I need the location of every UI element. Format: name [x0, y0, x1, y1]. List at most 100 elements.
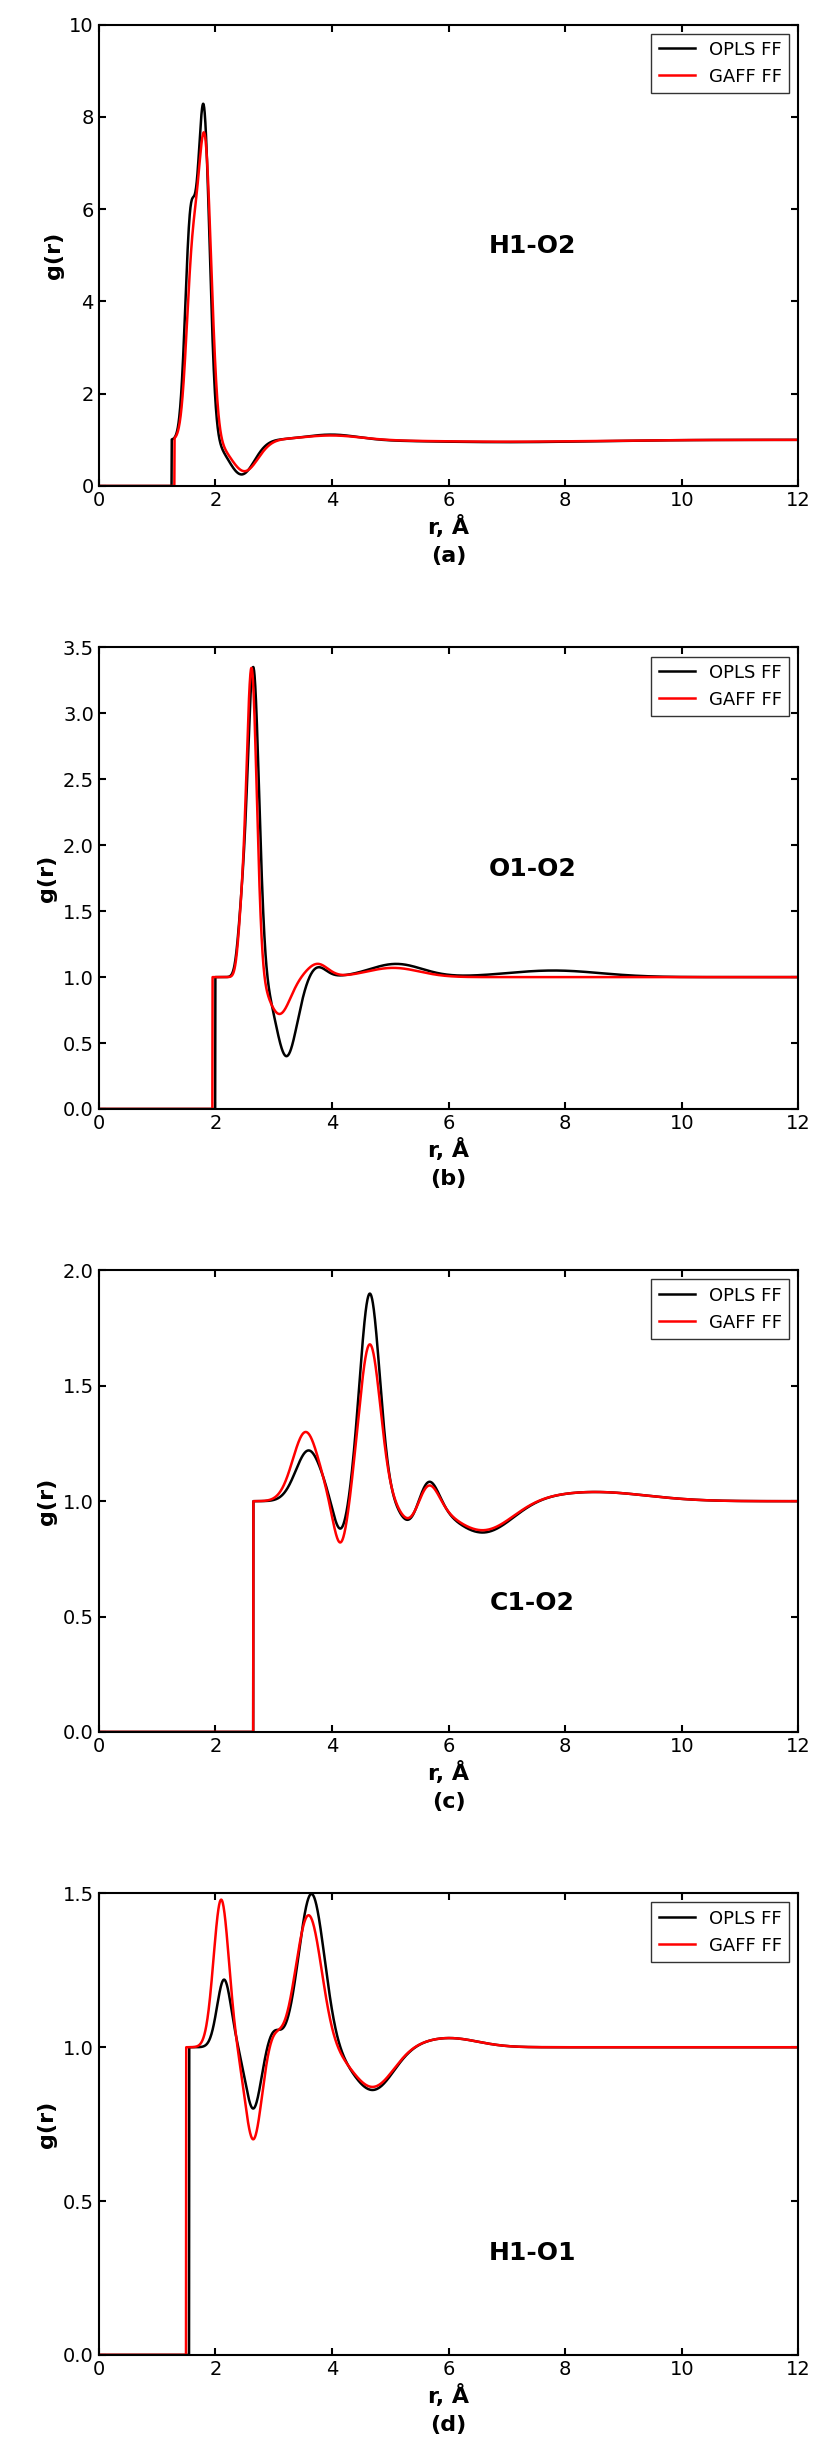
OPLS FF: [362, 1288, 372, 1317]
OPLS FF: [704, 962, 714, 991]
OPLS FF: [793, 424, 803, 454]
GAFF FF: [94, 471, 104, 500]
GAFF FF: [780, 424, 790, 454]
OPLS FF: [174, 407, 184, 437]
Y-axis label: g(r): g(r): [37, 2100, 58, 2149]
GAFF FF: [247, 652, 257, 682]
Text: (b): (b): [430, 1170, 467, 1190]
Legend: OPLS FF, GAFF FF: OPLS FF, GAFF FF: [651, 657, 789, 716]
GAFF FF: [215, 962, 225, 991]
Line: GAFF FF: GAFF FF: [99, 1899, 798, 2355]
OPLS FF: [780, 1487, 790, 1516]
OPLS FF: [249, 652, 258, 682]
OPLS FF: [393, 427, 402, 456]
Text: (d): (d): [430, 2414, 467, 2436]
OPLS FF: [365, 1278, 374, 1307]
Line: GAFF FF: GAFF FF: [99, 1344, 798, 1732]
OPLS FF: [393, 949, 402, 979]
GAFF FF: [199, 118, 209, 147]
OPLS FF: [704, 1487, 714, 1516]
OPLS FF: [216, 429, 226, 459]
GAFF FF: [704, 2034, 714, 2063]
GAFF FF: [780, 1487, 790, 1516]
OPLS FF: [94, 1094, 104, 1123]
OPLS FF: [215, 1975, 225, 2004]
OPLS FF: [780, 424, 790, 454]
OPLS FF: [94, 471, 104, 500]
OPLS FF: [215, 1717, 225, 1747]
OPLS FF: [174, 1094, 184, 1123]
Text: H1-O2: H1-O2: [489, 233, 576, 258]
OPLS FF: [780, 2034, 790, 2063]
Text: O1-O2: O1-O2: [489, 856, 576, 881]
Legend: OPLS FF, GAFF FF: OPLS FF, GAFF FF: [651, 1904, 789, 1962]
GAFF FF: [393, 2051, 402, 2080]
Line: GAFF FF: GAFF FF: [99, 132, 798, 486]
Text: (a): (a): [431, 547, 466, 567]
GAFF FF: [174, 415, 184, 444]
OPLS FF: [362, 954, 372, 984]
GAFF FF: [362, 957, 372, 986]
Legend: OPLS FF, GAFF FF: OPLS FF, GAFF FF: [651, 34, 789, 93]
OPLS FF: [215, 962, 225, 991]
GAFF FF: [215, 1886, 225, 1916]
Y-axis label: g(r): g(r): [37, 1477, 58, 1526]
OPLS FF: [793, 2034, 803, 2063]
OPLS FF: [793, 1487, 803, 1516]
Line: OPLS FF: OPLS FF: [99, 1894, 798, 2355]
Line: OPLS FF: OPLS FF: [99, 1293, 798, 1732]
GAFF FF: [393, 1491, 402, 1521]
OPLS FF: [174, 2340, 184, 2370]
GAFF FF: [780, 962, 790, 991]
GAFF FF: [793, 962, 803, 991]
Text: (c): (c): [432, 1791, 465, 1813]
X-axis label: r, Å: r, Å: [428, 1138, 469, 1160]
OPLS FF: [362, 2073, 372, 2102]
Legend: OPLS FF, GAFF FF: OPLS FF, GAFF FF: [651, 1280, 789, 1339]
GAFF FF: [94, 2340, 104, 2370]
GAFF FF: [174, 1094, 184, 1123]
GAFF FF: [174, 2340, 184, 2370]
GAFF FF: [362, 1334, 372, 1364]
GAFF FF: [704, 962, 714, 991]
GAFF FF: [362, 2070, 372, 2100]
OPLS FF: [704, 424, 714, 454]
GAFF FF: [216, 1884, 226, 1913]
GAFF FF: [94, 1094, 104, 1123]
OPLS FF: [198, 88, 208, 118]
X-axis label: r, Å: r, Å: [428, 1761, 469, 1783]
GAFF FF: [780, 2034, 790, 2063]
Y-axis label: g(r): g(r): [44, 231, 63, 280]
OPLS FF: [793, 962, 803, 991]
OPLS FF: [94, 2340, 104, 2370]
OPLS FF: [94, 1717, 104, 1747]
OPLS FF: [174, 1717, 184, 1747]
GAFF FF: [393, 954, 402, 984]
OPLS FF: [704, 2034, 714, 2063]
GAFF FF: [704, 1487, 714, 1516]
Line: OPLS FF: OPLS FF: [99, 667, 798, 1109]
Text: H1-O1: H1-O1: [489, 2242, 576, 2267]
Text: C1-O2: C1-O2: [490, 1590, 575, 1614]
GAFF FF: [793, 1487, 803, 1516]
GAFF FF: [216, 415, 226, 444]
OPLS FF: [306, 1879, 316, 1908]
Line: OPLS FF: OPLS FF: [99, 103, 798, 486]
OPLS FF: [393, 2051, 402, 2080]
GAFF FF: [174, 1717, 184, 1747]
GAFF FF: [393, 427, 402, 456]
Line: GAFF FF: GAFF FF: [99, 667, 798, 1109]
OPLS FF: [393, 1494, 402, 1523]
GAFF FF: [704, 424, 714, 454]
GAFF FF: [362, 424, 372, 454]
GAFF FF: [215, 1717, 225, 1747]
X-axis label: r, Å: r, Å: [428, 515, 469, 537]
OPLS FF: [780, 962, 790, 991]
GAFF FF: [793, 2034, 803, 2063]
GAFF FF: [365, 1330, 374, 1359]
GAFF FF: [94, 1717, 104, 1747]
GAFF FF: [793, 424, 803, 454]
X-axis label: r, Å: r, Å: [428, 2384, 469, 2406]
Y-axis label: g(r): g(r): [37, 854, 58, 903]
OPLS FF: [362, 424, 372, 454]
